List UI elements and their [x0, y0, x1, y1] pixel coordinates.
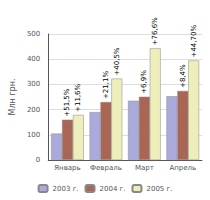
svg-text:Март: Март [135, 164, 154, 172]
svg-text:2003 г.: 2003 г. [53, 185, 79, 193]
svg-text:+11,6%: +11,6% [74, 83, 82, 111]
svg-text:200: 200 [27, 106, 40, 114]
svg-text:+40,5%: +40,5% [113, 47, 121, 75]
svg-text:+21,1%: +21,1% [102, 71, 110, 99]
svg-text:Январь: Январь [54, 164, 80, 172]
svg-text:0: 0 [36, 156, 40, 164]
svg-text:+44,70%: +44,70% [190, 25, 198, 58]
svg-text:2005 г.: 2005 г. [146, 185, 172, 193]
svg-text:Апрель: Апрель [169, 164, 196, 172]
svg-text:+6,9%: +6,9% [140, 70, 148, 94]
svg-text:300: 300 [27, 80, 40, 88]
svg-text:Млн грн.: Млн грн. [8, 79, 17, 116]
svg-text:+8,4%: +8,4% [179, 64, 187, 88]
svg-text:400: 400 [27, 55, 40, 63]
svg-text:+76,6%: +76,6% [151, 17, 159, 45]
svg-text:100: 100 [27, 131, 40, 139]
svg-text:+51,5%: +51,5% [63, 88, 71, 116]
svg-text:500: 500 [27, 30, 40, 38]
svg-text:Февраль: Февраль [90, 164, 122, 172]
svg-text:2004 г.: 2004 г. [100, 185, 126, 193]
